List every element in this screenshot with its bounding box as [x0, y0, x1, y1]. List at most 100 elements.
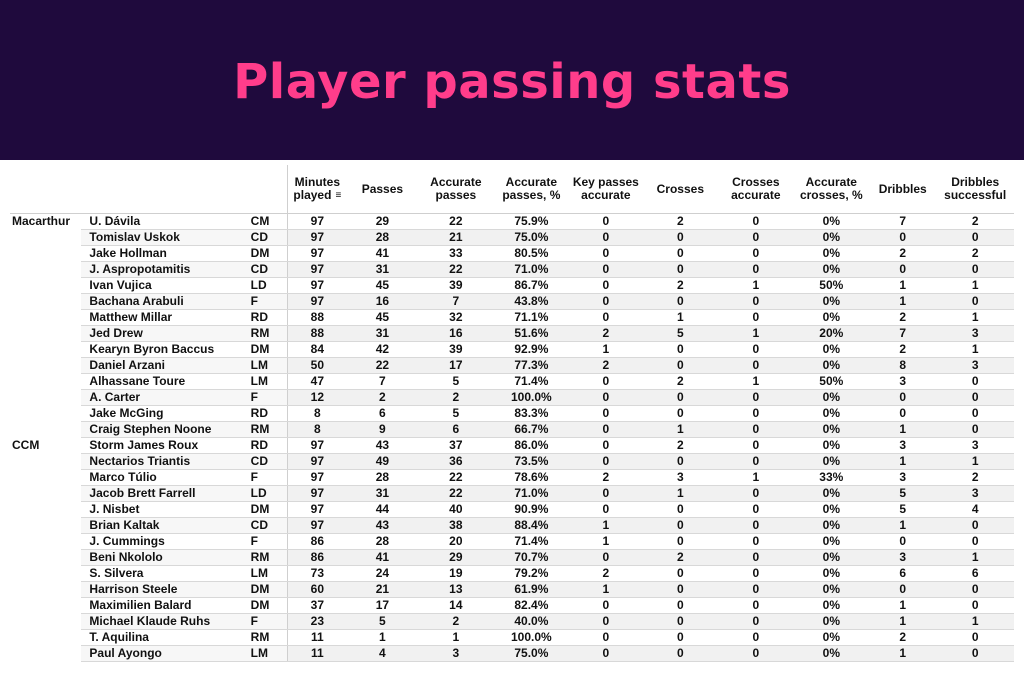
- dribbles-cell: 2: [869, 341, 937, 358]
- table-row: J. Nisbet DM 97 44 40 90.9% 0 0 0 0% 5 4: [10, 501, 1014, 518]
- accurate-crosses-pct-cell: 0%: [793, 517, 870, 534]
- position-cell: LD: [244, 485, 289, 502]
- minutes-played-cell: 11: [287, 629, 347, 646]
- accurate-passes-pct-cell: 73.5%: [493, 453, 570, 470]
- position-cell: F: [244, 389, 289, 406]
- column-header-accurate-passes[interactable]: Accurate passes: [418, 165, 494, 214]
- crosses-accurate-cell: 0: [718, 533, 794, 550]
- player-name-cell: Harrison Steele: [81, 581, 245, 598]
- dribbles-successful-cell: 0: [936, 373, 1014, 390]
- dribbles-cell: 6: [869, 565, 937, 582]
- position-cell: LM: [244, 565, 289, 582]
- team-column-header: [10, 165, 82, 214]
- dribbles-cell: 3: [869, 373, 937, 390]
- team-name-cell: [10, 229, 82, 246]
- key-passes-accurate-cell: 0: [569, 213, 643, 230]
- dribbles-cell: 5: [869, 501, 937, 518]
- passes-cell: 42: [346, 341, 419, 358]
- position-cell: LD: [244, 277, 289, 294]
- key-passes-accurate-cell: 0: [569, 421, 643, 438]
- minutes-played-cell: 47: [287, 373, 347, 390]
- column-header-dribbles[interactable]: Dribbles: [869, 165, 937, 214]
- player-name-cell: Alhassane Toure: [81, 373, 245, 390]
- crosses-cell: 1: [642, 485, 719, 502]
- accurate-passes-cell: 38: [418, 517, 494, 534]
- position-cell: DM: [244, 501, 289, 518]
- passes-cell: 31: [346, 485, 419, 502]
- position-cell: DM: [244, 245, 289, 262]
- key-passes-accurate-cell: 0: [569, 277, 643, 294]
- table-row: T. Aquilina RM 11 1 1 100.0% 0 0 0 0% 2 0: [10, 629, 1014, 646]
- crosses-cell: 0: [642, 645, 719, 662]
- passes-cell: 31: [346, 325, 419, 342]
- column-header-crosses-accurate[interactable]: Crosses accurate: [718, 165, 794, 214]
- dribbles-successful-cell: 0: [936, 533, 1014, 550]
- accurate-crosses-pct-cell: 0%: [793, 437, 870, 454]
- crosses-cell: 2: [642, 213, 719, 230]
- column-header-accurate-passes-pct[interactable]: Accurate passes, %: [493, 165, 570, 214]
- position-cell: F: [244, 533, 289, 550]
- column-header-minutes[interactable]: Minutes played ≡: [287, 165, 347, 214]
- team-name-cell: CCM: [10, 437, 82, 454]
- accurate-passes-cell: 7: [418, 293, 494, 310]
- crosses-cell: 0: [642, 517, 719, 534]
- table-row: Tomislav Uskok CD 97 28 21 75.0% 0 0 0 0% 0 0: [10, 229, 1014, 246]
- accurate-passes-pct-cell: 86.0%: [493, 437, 570, 454]
- key-passes-accurate-cell: 2: [569, 565, 643, 582]
- minutes-played-cell: 8: [287, 421, 347, 438]
- dribbles-successful-cell: 6: [936, 565, 1014, 582]
- accurate-passes-pct-cell: 88.4%: [493, 517, 570, 534]
- crosses-cell: 0: [642, 389, 719, 406]
- accurate-passes-pct-cell: 40.0%: [493, 613, 570, 630]
- dribbles-successful-cell: 0: [936, 293, 1014, 310]
- column-header-passes[interactable]: Passes: [346, 165, 419, 214]
- position-cell: CD: [244, 229, 289, 246]
- column-header-dribbles-successful[interactable]: Dribbles successful: [936, 165, 1014, 214]
- accurate-passes-pct-cell: 71.4%: [493, 373, 570, 390]
- table-row: Jed Drew RM 88 31 16 51.6% 2 5 1 20% 7 3: [10, 325, 1014, 342]
- crosses-accurate-cell: 0: [718, 389, 794, 406]
- passes-cell: 5: [346, 613, 419, 630]
- team-name-cell: Macarthur: [10, 213, 82, 230]
- accurate-passes-pct-cell: 75.0%: [493, 645, 570, 662]
- player-name-cell: U. Dávila: [81, 213, 245, 230]
- accurate-passes-pct-cell: 92.9%: [493, 341, 570, 358]
- key-passes-accurate-cell: 0: [569, 405, 643, 422]
- crosses-accurate-cell: 0: [718, 485, 794, 502]
- key-passes-accurate-cell: 0: [569, 309, 643, 326]
- accurate-passes-cell: 6: [418, 421, 494, 438]
- minutes-played-cell: 73: [287, 565, 347, 582]
- player-name-cell: Bachana Arabuli: [81, 293, 245, 310]
- column-header-key-passes[interactable]: Key passes accurate: [569, 165, 643, 214]
- accurate-passes-cell: 22: [418, 485, 494, 502]
- team-name-cell: [10, 517, 82, 534]
- player-name-cell: T. Aquilina: [81, 629, 245, 646]
- column-header-label: Minutes played: [293, 174, 341, 202]
- dribbles-cell: 0: [869, 581, 937, 598]
- key-passes-accurate-cell: 0: [569, 613, 643, 630]
- player-name-cell: Daniel Arzani: [81, 357, 245, 374]
- team-name-cell: [10, 261, 82, 278]
- accurate-passes-pct-cell: 66.7%: [493, 421, 570, 438]
- dribbles-successful-cell: 0: [936, 629, 1014, 646]
- table-row: Paul Ayongo LM 11 4 3 75.0% 0 0 0 0% 1 0: [10, 645, 1014, 662]
- crosses-accurate-cell: 0: [718, 613, 794, 630]
- dribbles-successful-cell: 1: [936, 309, 1014, 326]
- dribbles-cell: 3: [869, 437, 937, 454]
- column-header-crosses[interactable]: Crosses: [642, 165, 719, 214]
- accurate-crosses-pct-cell: 0%: [793, 293, 870, 310]
- accurate-passes-cell: 16: [418, 325, 494, 342]
- sort-icon[interactable]: ≡: [335, 190, 342, 202]
- team-name-cell: [10, 533, 82, 550]
- team-name-cell: [10, 341, 82, 358]
- team-name-cell: [10, 629, 82, 646]
- crosses-cell: 0: [642, 581, 719, 598]
- crosses-accurate-cell: 0: [718, 453, 794, 470]
- accurate-passes-pct-cell: 100.0%: [493, 389, 570, 406]
- accurate-passes-pct-cell: 43.8%: [493, 293, 570, 310]
- crosses-accurate-cell: 0: [718, 357, 794, 374]
- column-header-accurate-crosses-pct[interactable]: Accurate crosses, %: [793, 165, 870, 214]
- accurate-passes-pct-cell: 83.3%: [493, 405, 570, 422]
- crosses-accurate-cell: 1: [718, 373, 794, 390]
- dribbles-cell: 1: [869, 293, 937, 310]
